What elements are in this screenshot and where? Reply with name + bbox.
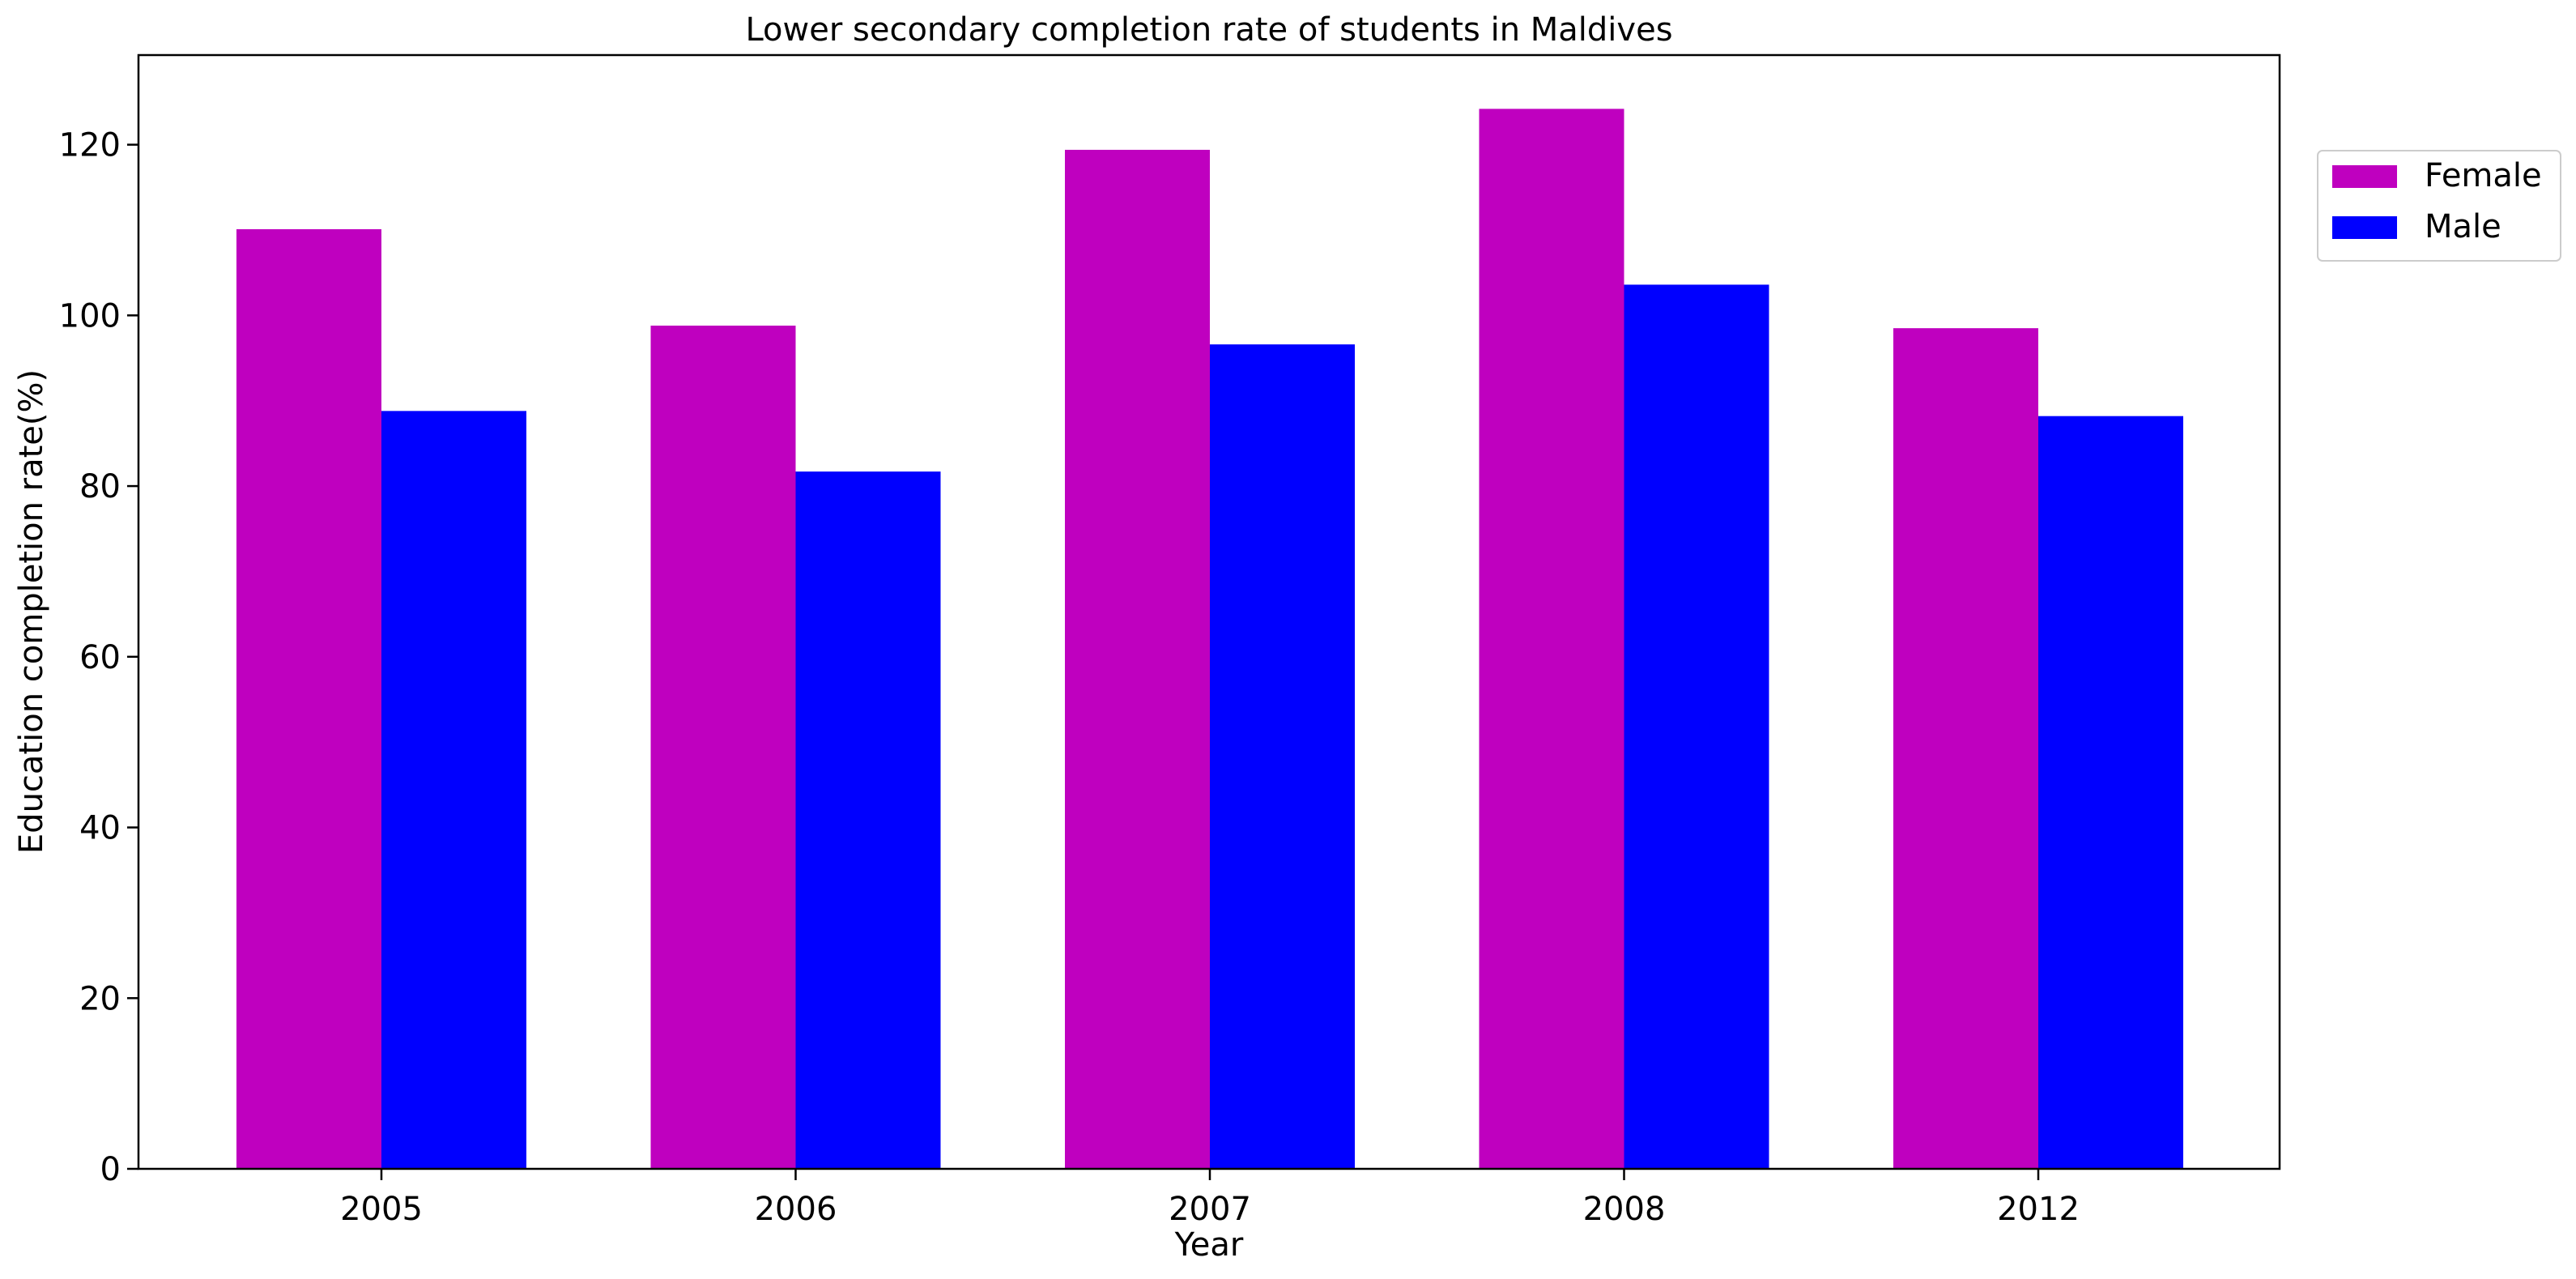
chart-title: Lower secondary completion rate of stude… [745,11,1672,49]
bar-male-2006 [795,471,941,1169]
bar-female-2007 [1065,149,1210,1170]
x-axis-label: Year [1174,1226,1244,1264]
y-tick-label: 60 [79,639,121,676]
y-tick-label: 40 [79,810,121,847]
legend: Female Male [2317,150,2561,262]
x-axis: 2005 2006 2007 2008 2012 [340,1169,2080,1228]
legend-swatch-female [2332,165,2397,188]
bar-male-2007 [1210,344,1355,1169]
legend-label-male: Male [2425,208,2501,245]
bar-male-2005 [381,411,526,1170]
legend-swatch-male [2332,216,2397,239]
x-tick-label: 2007 [1169,1191,1251,1228]
bar-female-2005 [236,228,381,1170]
legend-label-female: Female [2425,157,2542,194]
bars-group [236,109,2183,1170]
x-tick-label: 2006 [755,1191,837,1228]
y-tick-label: 120 [59,127,121,164]
y-tick-label: 20 [79,980,121,1017]
x-tick-label: 2008 [1583,1191,1666,1228]
bar-female-2008 [1479,109,1624,1170]
bar-female-2006 [650,326,796,1169]
x-tick-label: 2005 [340,1191,423,1228]
y-tick-label: 0 [100,1151,121,1188]
x-tick-label: 2012 [1997,1191,2080,1228]
y-tick-label: 80 [79,468,121,505]
bar-male-2008 [1624,284,1769,1170]
bar-female-2012 [1893,328,2038,1169]
bar-male-2012 [2038,416,2183,1169]
y-axis: 0 20 40 60 80 100 120 [59,127,138,1188]
y-axis-label: Education completion rate(%) [13,369,50,854]
y-tick-label: 100 [59,297,121,335]
